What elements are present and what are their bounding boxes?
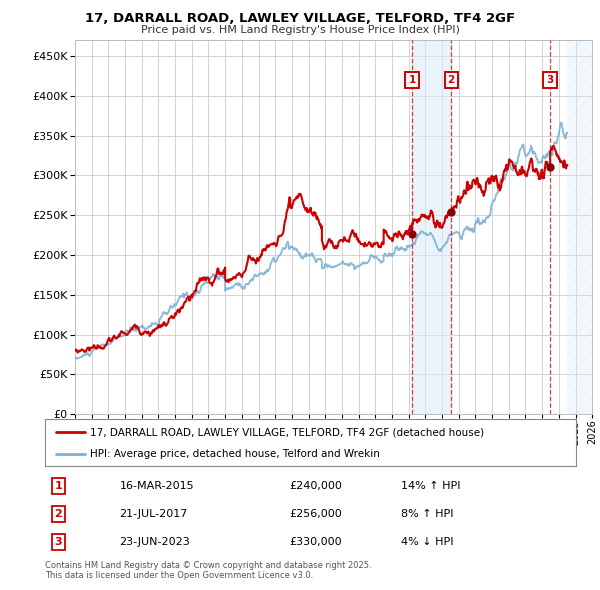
Text: 14% ↑ HPI: 14% ↑ HPI (401, 481, 460, 491)
Text: 2: 2 (55, 509, 62, 519)
Text: HPI: Average price, detached house, Telford and Wrekin: HPI: Average price, detached house, Telf… (90, 450, 380, 459)
Text: £240,000: £240,000 (289, 481, 342, 491)
Text: 8% ↑ HPI: 8% ↑ HPI (401, 509, 453, 519)
Text: Contains HM Land Registry data © Crown copyright and database right 2025.
This d: Contains HM Land Registry data © Crown c… (45, 560, 371, 580)
Bar (412, 40, 451, 414)
Text: 2: 2 (448, 75, 455, 85)
Text: 17, DARRALL ROAD, LAWLEY VILLAGE, TELFORD, TF4 2GF: 17, DARRALL ROAD, LAWLEY VILLAGE, TELFOR… (85, 12, 515, 25)
Text: Price paid vs. HM Land Registry's House Price Index (HPI): Price paid vs. HM Land Registry's House … (140, 25, 460, 35)
Text: 23-JUN-2023: 23-JUN-2023 (119, 537, 190, 547)
Text: 1: 1 (409, 75, 416, 85)
Text: 4% ↓ HPI: 4% ↓ HPI (401, 537, 453, 547)
Text: 1: 1 (55, 481, 62, 491)
Text: 16-MAR-2015: 16-MAR-2015 (119, 481, 194, 491)
Text: £256,000: £256,000 (289, 509, 342, 519)
Bar (567, 40, 592, 414)
Text: £330,000: £330,000 (289, 537, 342, 547)
Text: 21-JUL-2017: 21-JUL-2017 (119, 509, 188, 519)
Text: 17, DARRALL ROAD, LAWLEY VILLAGE, TELFORD, TF4 2GF (detached house): 17, DARRALL ROAD, LAWLEY VILLAGE, TELFOR… (90, 427, 484, 437)
Text: 3: 3 (547, 75, 554, 85)
Text: 3: 3 (55, 537, 62, 547)
